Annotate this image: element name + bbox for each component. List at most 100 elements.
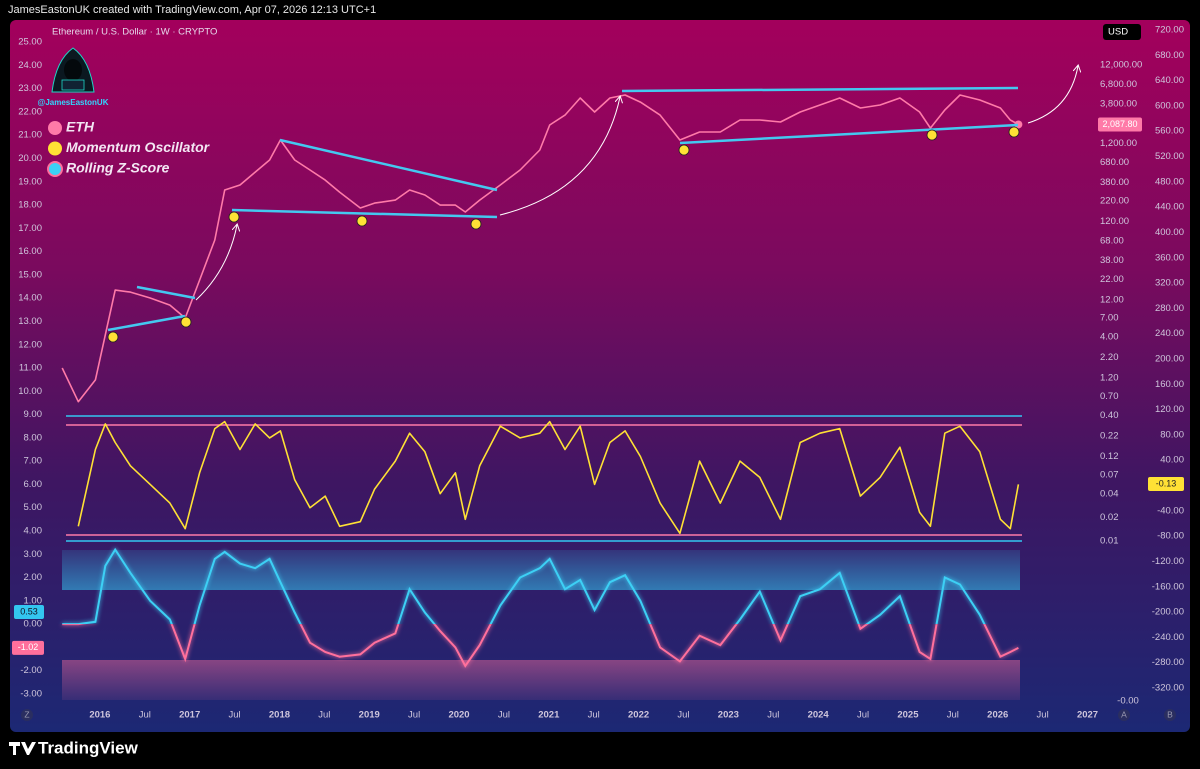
y-tick-label: 19.00 bbox=[18, 176, 42, 187]
y-tick-label: 5.00 bbox=[24, 502, 43, 513]
y-tick-label: 480.00 bbox=[1155, 176, 1184, 187]
bands bbox=[62, 415, 1022, 700]
trendline bbox=[107, 314, 186, 332]
x-tick-label: 2027 bbox=[1077, 710, 1098, 721]
y-tick-label: 200.00 bbox=[1155, 354, 1184, 365]
y-tick-label: 240.00 bbox=[1155, 328, 1184, 339]
trendline bbox=[279, 138, 498, 192]
y-tick-label: -240.00 bbox=[1152, 632, 1184, 643]
last-value-box bbox=[12, 640, 44, 655]
y-tick-label: 4.00 bbox=[1100, 332, 1119, 343]
x-tick-label: 2022 bbox=[628, 710, 649, 721]
y-tick-label: 0.02 bbox=[1100, 512, 1119, 523]
series-line bbox=[61, 94, 1019, 403]
y-tick-label: 80.00 bbox=[1160, 429, 1184, 440]
last-value-box bbox=[1098, 117, 1142, 132]
x-tick-label: 2016 bbox=[89, 710, 110, 721]
signal-dots bbox=[107, 126, 1020, 343]
legend-label: Momentum Oscillator bbox=[66, 139, 211, 155]
button[interactable]: Z bbox=[24, 709, 29, 719]
y-tick-label: 280.00 bbox=[1155, 303, 1184, 314]
button-bg bbox=[1118, 709, 1130, 721]
axis-label: -0.00 bbox=[1117, 696, 1139, 707]
y-tick-label: 1.20 bbox=[1100, 373, 1119, 384]
series-line bbox=[62, 547, 986, 625]
x-tick-label: Jul bbox=[1037, 710, 1049, 721]
y-tick-label: 600.00 bbox=[1155, 100, 1184, 111]
legend-swatch bbox=[48, 141, 62, 156]
y-tick-label: 0.40 bbox=[1100, 410, 1119, 421]
y-tick-label: -2.00 bbox=[20, 665, 42, 676]
drawings bbox=[107, 86, 1019, 332]
legend-label: Rolling Z-Score bbox=[66, 160, 170, 176]
x-tick-label: 2024 bbox=[808, 710, 830, 721]
y-tick-label: 220.00 bbox=[1100, 195, 1129, 206]
y-tick-label: 68.00 bbox=[1100, 235, 1124, 246]
y-tick-label: 0.01 bbox=[1100, 535, 1119, 546]
trendline bbox=[136, 285, 196, 300]
last-value-label: 2,087.80 bbox=[1102, 119, 1137, 129]
x-tick-label: 2018 bbox=[269, 710, 290, 721]
button[interactable]: A bbox=[1121, 709, 1127, 719]
x-tick-label: Jul bbox=[408, 710, 420, 721]
y-tick-label: 120.00 bbox=[1155, 404, 1184, 415]
z-lower-band bbox=[62, 660, 1020, 700]
osc-value-box bbox=[1148, 477, 1184, 491]
y-tick-label: 20.00 bbox=[18, 153, 42, 164]
y-tick-label: 22.00 bbox=[18, 106, 42, 117]
x-tick-label: Jul bbox=[588, 710, 600, 721]
y-tick-label: 10.00 bbox=[18, 386, 42, 397]
y-tick-label: 360.00 bbox=[1155, 252, 1184, 263]
y-tick-label: 680.00 bbox=[1155, 50, 1184, 61]
y-tick-label: 24.00 bbox=[18, 60, 42, 71]
y-tick-label: 16.00 bbox=[18, 246, 42, 257]
z-signal: 0.53 bbox=[20, 606, 38, 616]
arrow bbox=[1027, 66, 1078, 124]
x-tick-label: 2019 bbox=[359, 710, 380, 721]
y-tick-label: 400.00 bbox=[1155, 227, 1184, 238]
x-tick-label: Jul bbox=[318, 710, 330, 721]
y-tick-label: 6.00 bbox=[24, 479, 43, 490]
arrow bbox=[499, 97, 620, 216]
y-tick-label: 6,800.00 bbox=[1100, 79, 1137, 90]
x-tick-label: Jul bbox=[498, 710, 510, 721]
y-tick-label: 320.00 bbox=[1155, 278, 1184, 289]
y-tick-label: 15.00 bbox=[18, 269, 42, 280]
y-tick-label: 0.07 bbox=[1100, 469, 1119, 480]
y-tick-label: 22.00 bbox=[1100, 274, 1124, 285]
last-value-label: -1.02 bbox=[18, 642, 39, 652]
x-tick-label: Jul bbox=[228, 710, 240, 721]
y-tick-label: 40.00 bbox=[1160, 455, 1184, 466]
corner-buttons: Z A B bbox=[21, 709, 1176, 721]
y-tick-label: 21.00 bbox=[18, 130, 42, 141]
y-tick-label: 7.00 bbox=[24, 456, 43, 467]
y-tick-label: 520.00 bbox=[1155, 151, 1184, 162]
last-point bbox=[1014, 120, 1023, 129]
button[interactable]: B bbox=[1167, 709, 1173, 719]
y-tick-label: -200.00 bbox=[1152, 607, 1184, 618]
y-tick-label: 12.00 bbox=[1100, 294, 1124, 305]
y-tick-label: 640.00 bbox=[1155, 75, 1184, 86]
x-tick-label: Jul bbox=[857, 710, 869, 721]
footer-logo: TradingView bbox=[9, 738, 139, 757]
y-tick-label: 1.00 bbox=[24, 595, 43, 606]
y-tick-label: 680.00 bbox=[1100, 157, 1129, 168]
z-upper-band bbox=[62, 550, 1020, 590]
legend-swatch bbox=[47, 161, 63, 177]
y-tick-label: -40.00 bbox=[1157, 505, 1184, 516]
y-tick-label: 720.00 bbox=[1155, 25, 1184, 36]
logo-icon bbox=[9, 742, 36, 755]
y-tick-label: 1,200.00 bbox=[1100, 138, 1137, 149]
avatar bbox=[51, 47, 95, 93]
signal-dot bbox=[678, 144, 690, 156]
y-tick-label: 160.00 bbox=[1155, 379, 1184, 390]
y-tick-label: -280.00 bbox=[1152, 657, 1184, 668]
y-tick-label: -120.00 bbox=[1152, 556, 1184, 567]
y-tick-label: -320.00 bbox=[1152, 682, 1184, 693]
chart-title: Ethereum / U.S. Dollar · 1W · CRYPTO bbox=[52, 27, 217, 38]
arrow bbox=[195, 225, 237, 301]
y-tick-label: 2.20 bbox=[1100, 352, 1119, 363]
plot bbox=[61, 94, 1023, 668]
y-tick-label: 17.00 bbox=[18, 223, 42, 234]
